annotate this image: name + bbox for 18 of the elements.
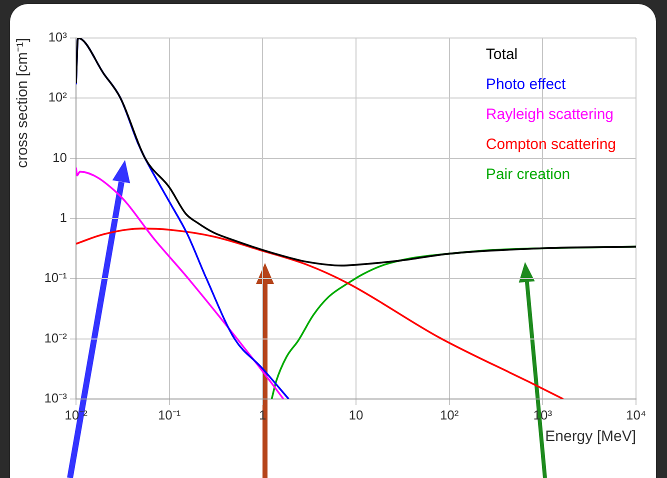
text: Pair creation [486,166,570,184]
y-tick-label: 10⁻² [44,330,68,346]
x-tick-label: 10⁻¹ [158,407,182,422]
text: Compton scattering [486,136,616,154]
y-tick-label: 10³ [48,30,68,45]
y-axis-title: cross section [cm⁻¹] [14,38,32,168]
text: Photo effect [486,76,567,94]
x-tick-label: 10² [440,407,460,422]
x-axis-title: Energy [MeV] [545,428,636,446]
y-tick-label: 10 [52,150,67,165]
y-tick-label: 10⁻¹ [44,270,68,286]
y-tick-label: 10⁻³ [44,390,68,406]
x-tick-label: 10⁴ [626,407,646,422]
y-tick-label: 1 [60,210,67,226]
text: Total [486,46,518,64]
text: Rayleigh scattering [486,106,614,124]
y-tick-label: 10² [48,90,68,105]
x-tick-label: 10 [348,407,364,422]
